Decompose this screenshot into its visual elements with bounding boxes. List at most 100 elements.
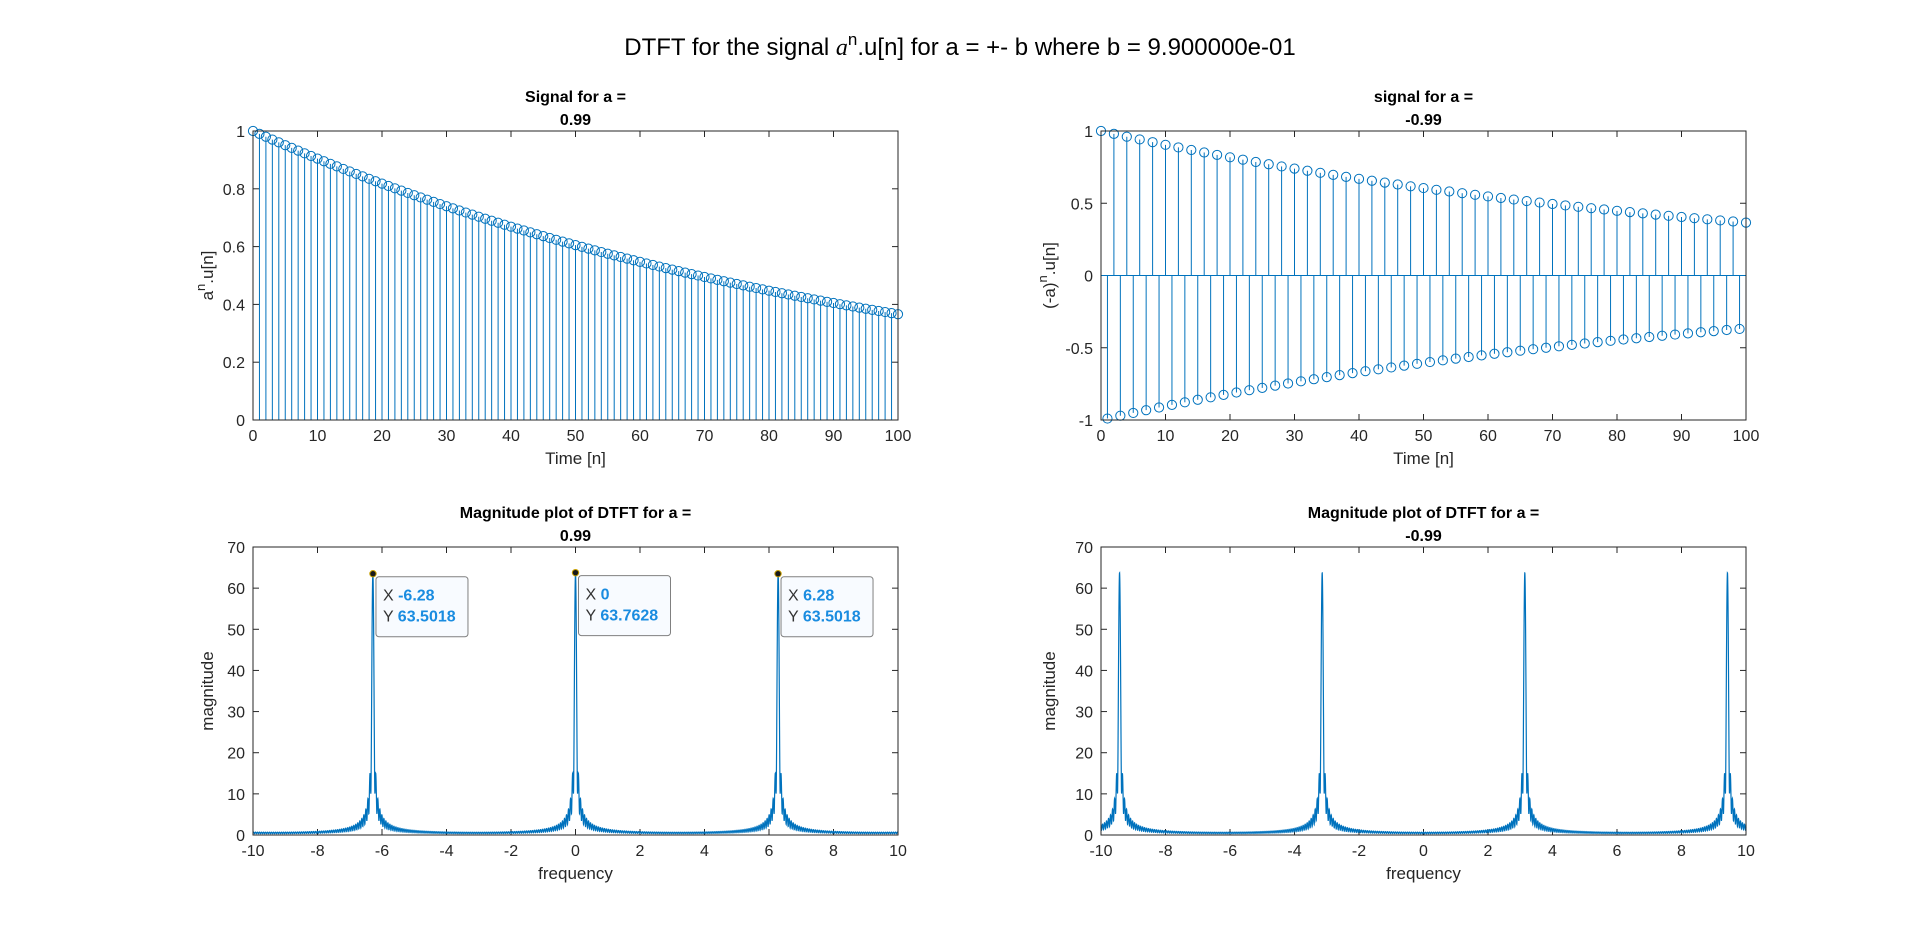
stem-marker bbox=[886, 308, 897, 319]
x-axis-label: frequency bbox=[538, 864, 613, 883]
data-tip-y: Y 63.5018 bbox=[383, 609, 456, 626]
stem-marker bbox=[1166, 399, 1178, 410]
stem-marker bbox=[344, 166, 355, 177]
stem-marker bbox=[1495, 192, 1507, 204]
y-tick-label: 60 bbox=[227, 581, 245, 598]
stem-marker bbox=[712, 274, 723, 285]
x-tick-label: 100 bbox=[885, 428, 912, 445]
y-tick-label: 30 bbox=[227, 705, 245, 722]
stem-marker bbox=[325, 158, 336, 169]
stem-marker bbox=[680, 267, 691, 278]
stem-marker bbox=[867, 304, 878, 315]
stem-marker bbox=[1444, 186, 1455, 197]
stem-marker bbox=[364, 173, 375, 184]
stem-marker bbox=[434, 198, 446, 210]
stem-marker bbox=[518, 225, 530, 236]
y-tick-label: 20 bbox=[1075, 746, 1093, 763]
x-tick-label: 50 bbox=[567, 428, 585, 445]
stem-marker bbox=[1560, 200, 1571, 211]
stem-marker bbox=[1676, 211, 1687, 223]
stem-marker bbox=[1489, 348, 1500, 359]
x-tick-label: -6 bbox=[375, 843, 389, 860]
y-tick-label: 30 bbox=[1075, 705, 1093, 722]
y-tick-label: 0.5 bbox=[1071, 196, 1093, 213]
y-tick-label: 0.4 bbox=[223, 297, 245, 314]
plot-dtft-positive-a: -10 -8 -6 -4 -2 0 2 4 6 8 10 0 10 20 30 40 50 60 70 Magnitu… bbox=[198, 505, 907, 883]
x-tick-label: 40 bbox=[1350, 428, 1368, 445]
stem-marker bbox=[1624, 207, 1636, 218]
data-tip-x-prefix: X bbox=[788, 588, 803, 605]
data-tip-marker bbox=[369, 570, 377, 578]
stem-marker bbox=[854, 302, 865, 313]
y-tick-label: 0 bbox=[236, 413, 245, 430]
data-tip-y: Y 63.5018 bbox=[788, 609, 861, 626]
stem-marker bbox=[486, 215, 497, 226]
stem-marker bbox=[1534, 197, 1545, 208]
stem-marker bbox=[699, 271, 710, 283]
x-axis-label: Time [n] bbox=[1393, 449, 1454, 468]
stem-marker bbox=[389, 183, 400, 194]
stem-marker bbox=[725, 277, 736, 288]
x-tick-label: 20 bbox=[373, 428, 391, 445]
y-tick-label: 10 bbox=[1075, 787, 1093, 804]
stem-marker bbox=[654, 261, 665, 272]
stem-marker bbox=[351, 168, 362, 180]
stem-marker bbox=[609, 250, 620, 261]
y-tick-label: 0 bbox=[236, 828, 245, 845]
stem-marker bbox=[1347, 368, 1358, 379]
axes-border bbox=[1100, 546, 1747, 836]
data-tip-y-prefix: Y bbox=[383, 609, 398, 626]
y-tick-label: 0.2 bbox=[223, 355, 245, 372]
stem-marker bbox=[1263, 159, 1274, 170]
stem-marker bbox=[499, 219, 510, 230]
stem-marker bbox=[1579, 338, 1590, 349]
stem-marker bbox=[1521, 195, 1532, 207]
stem-marker bbox=[1173, 142, 1184, 153]
stem-marker bbox=[293, 145, 304, 156]
data-tip-x-value: 6.28 bbox=[803, 588, 834, 605]
stem-marker bbox=[1657, 330, 1668, 341]
x-tick-label: 0 bbox=[571, 843, 580, 860]
y-tick-label: 70 bbox=[227, 540, 245, 557]
stem-marker bbox=[1379, 177, 1390, 188]
x-tick-label: 30 bbox=[438, 428, 456, 445]
stem-marker bbox=[1553, 341, 1565, 352]
y-tick-label: 40 bbox=[1075, 663, 1093, 680]
stem-marker bbox=[738, 280, 749, 291]
stem-marker bbox=[660, 263, 671, 274]
x-tick-label: -2 bbox=[1352, 843, 1366, 860]
x-tick-label: 40 bbox=[502, 428, 520, 445]
x-tick-label: 10 bbox=[1737, 843, 1755, 860]
stem-marker bbox=[1353, 173, 1365, 184]
stem-marker bbox=[873, 305, 884, 317]
stem-marker bbox=[1295, 376, 1307, 387]
stem-marker bbox=[1399, 360, 1410, 371]
data-tip-box bbox=[375, 576, 469, 638]
stem-marker bbox=[467, 209, 478, 220]
x-tick-label: -6 bbox=[1223, 843, 1237, 860]
x-tick-label: 90 bbox=[825, 428, 843, 445]
stem-marker bbox=[1205, 392, 1216, 403]
x-tick-label: 4 bbox=[1548, 843, 1557, 860]
stem-marker bbox=[422, 194, 433, 205]
plot-dtft-negative-a: -10 -8 -6 -4 -2 0 2 4 6 8 10 0 10 20 30 40 50 60 70 Magnitu… bbox=[1040, 505, 1755, 883]
stem-marker bbox=[1599, 204, 1610, 215]
stem-marker bbox=[589, 245, 600, 256]
axes-title-value: 0.99 bbox=[560, 528, 591, 545]
stem-marker bbox=[1270, 380, 1281, 391]
stem-marker bbox=[1199, 147, 1210, 158]
stem-marker bbox=[1386, 362, 1397, 373]
stem-marker bbox=[1618, 334, 1629, 345]
stem-marker bbox=[1702, 214, 1713, 225]
x-tick-label: 6 bbox=[1613, 843, 1622, 860]
stem-marker bbox=[1392, 179, 1403, 190]
stem-marker bbox=[1302, 165, 1313, 176]
stem-marker bbox=[1528, 344, 1539, 355]
stem-marker bbox=[1482, 191, 1494, 202]
stem-marker bbox=[1450, 353, 1461, 364]
x-tick-label: 0 bbox=[1097, 428, 1106, 445]
x-tick-label: -8 bbox=[310, 843, 324, 860]
stem-marker bbox=[1566, 339, 1577, 350]
stem-marker bbox=[1547, 198, 1558, 210]
stem-marker bbox=[602, 248, 613, 259]
